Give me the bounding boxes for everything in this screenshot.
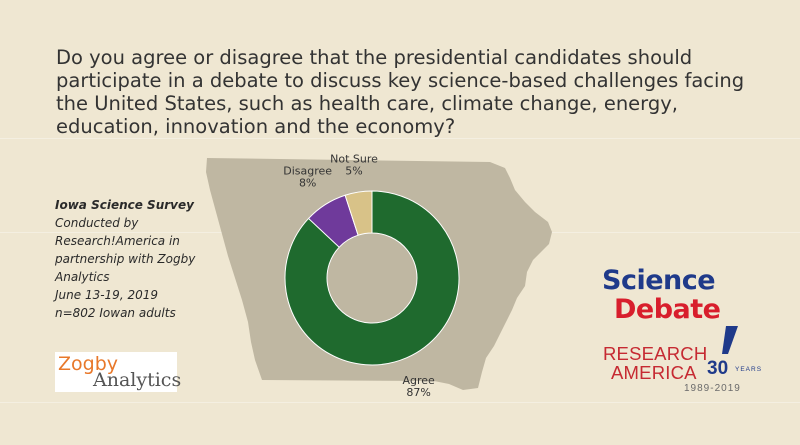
- donut-category-label-2: Not Sure: [330, 153, 378, 166]
- donut-value-label-2: 5%: [345, 165, 362, 178]
- donut-slices: [284, 190, 460, 366]
- question-text: Do you agree or disagree that the presid…: [56, 46, 745, 138]
- science-debate-logo-line2: Debate: [614, 294, 721, 325]
- survey-line-3: partnership with Zogby: [55, 252, 196, 266]
- donut-slice-agree: [284, 190, 460, 366]
- donut-value-label-1: 8%: [299, 177, 316, 190]
- exclamation-mark-icon: [722, 326, 738, 354]
- donut-category-label-0: Agree: [402, 374, 435, 387]
- research-america-year-span: 1989-2019: [684, 383, 741, 394]
- analytics-logo-text: Analytics: [93, 369, 182, 391]
- iowa-map-shape: [206, 158, 552, 390]
- survey-line-4: Analytics: [55, 270, 110, 284]
- survey-title: Iowa Science Survey: [55, 198, 194, 212]
- zogby-logo-text: Zogby: [58, 353, 119, 375]
- thirty-years-label: YEARS: [735, 366, 763, 373]
- zogby-analytics-logo: Zogby Analytics: [55, 352, 181, 392]
- science-debate-logo-line1: Science: [602, 265, 716, 296]
- thirty-years-number: 30: [707, 358, 729, 379]
- donut-slice-not-sure: [344, 190, 373, 236]
- survey-line-1: Conducted by: [55, 216, 139, 230]
- research-america-logo-line2: AMERICA: [611, 362, 697, 383]
- survey-line-5: June 13-19, 2019: [55, 288, 158, 302]
- survey-info: Iowa Science Survey Conducted by Researc…: [55, 196, 215, 322]
- donut-value-label-0: 87%: [406, 386, 430, 399]
- donut-category-label-1: Disagree: [283, 165, 332, 178]
- survey-line-6: n=802 Iowan adults: [55, 306, 176, 320]
- survey-line-2: Research!America in: [55, 234, 180, 248]
- research-america-logo-line1: RESEARCH: [603, 343, 708, 364]
